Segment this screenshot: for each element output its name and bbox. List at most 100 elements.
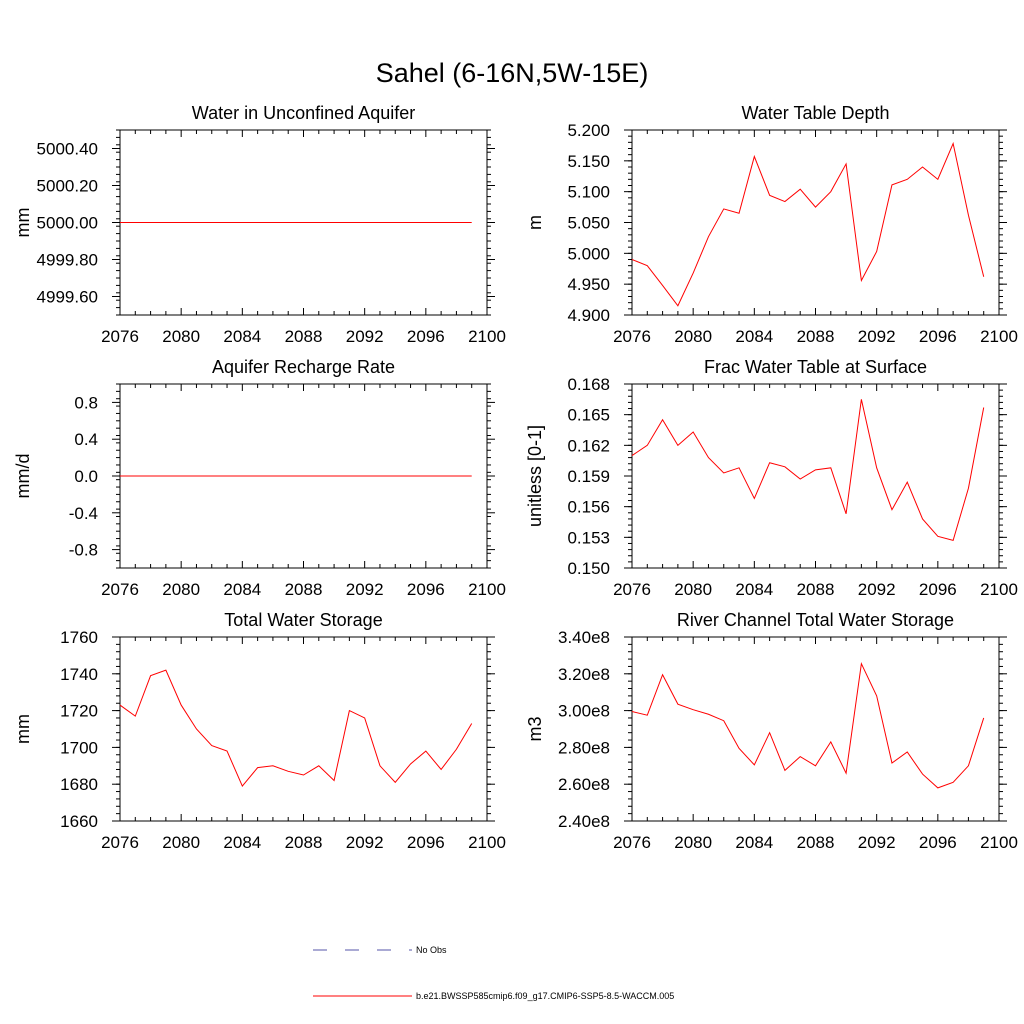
x-tick-label: 2096 <box>919 327 957 346</box>
x-tick-label: 2088 <box>797 580 835 599</box>
y-tick-label: 5.200 <box>567 121 610 140</box>
x-tick-label: 2076 <box>613 580 651 599</box>
panel-3: Aquifer Recharge Rate 2076 2080 2084 2088 209… <box>13 357 506 599</box>
panel-title: River Channel Total Water Storage <box>677 610 954 630</box>
y-tick-label: 1760 <box>60 628 98 647</box>
x-tick-label: 2096 <box>407 580 445 599</box>
y-tick-label: 1720 <box>60 702 98 721</box>
y-tick-label: 2.80e8 <box>558 738 610 757</box>
y-tick-label: 0.4 <box>74 430 98 449</box>
x-tick-label: 2096 <box>919 833 957 852</box>
x-tick-label: 2092 <box>346 327 384 346</box>
plot-frame <box>119 636 488 822</box>
x-tick-label: 2100 <box>980 580 1018 599</box>
y-axis-label: m <box>525 215 545 230</box>
y-tick-label: -0.4 <box>69 504 98 523</box>
y-tick-label: 3.00e8 <box>558 702 610 721</box>
plot-frame <box>631 383 1000 569</box>
x-tick-label: 2088 <box>797 833 835 852</box>
y-tick-label: 5.150 <box>567 152 610 171</box>
y-tick-label: 2.40e8 <box>558 812 610 831</box>
legend-label: b.e21.BWSSP585cmip6.f09_g17.CMIP6-SSP5-8… <box>416 991 674 1001</box>
x-tick-label: 2092 <box>346 833 384 852</box>
x-tick-label: 2076 <box>613 833 651 852</box>
y-tick-label: 4999.80 <box>37 251 98 270</box>
y-axis-label: mm <box>13 714 33 744</box>
x-tick-label: 2092 <box>858 327 896 346</box>
panel-title: Total Water Storage <box>224 610 382 630</box>
x-tick-label: 2076 <box>101 580 139 599</box>
x-tick-label: 2100 <box>980 327 1018 346</box>
figure-title: Sahel (6-16N,5W-15E) <box>376 58 649 88</box>
x-tick-label: 2096 <box>407 833 445 852</box>
panel-4: Frac Water Table at Surface 2076 2080 2084 2… <box>525 357 1018 599</box>
y-tick-label: 0.150 <box>567 559 610 578</box>
x-tick-label: 2084 <box>735 580 773 599</box>
series-line <box>119 669 473 787</box>
series-line <box>631 399 985 542</box>
panel-6: River Channel Total Water Storage 2076 208… <box>525 610 1018 852</box>
y-tick-label: 5.000 <box>567 244 610 263</box>
y-tick-label: 3.20e8 <box>558 665 610 684</box>
y-axis-label: unitless [0-1] <box>525 425 545 527</box>
y-tick-label: 5000.20 <box>37 177 98 196</box>
y-tick-label: -0.8 <box>69 541 98 560</box>
y-tick-label: 5.050 <box>567 214 610 233</box>
y-tick-label: 2.60e8 <box>558 775 610 794</box>
x-tick-label: 2084 <box>223 833 261 852</box>
x-tick-label: 2084 <box>735 327 773 346</box>
y-tick-label: 0.168 <box>567 375 610 394</box>
y-tick-label: 0.162 <box>567 436 610 455</box>
x-tick-label: 2080 <box>162 327 200 346</box>
x-tick-label: 2100 <box>468 580 506 599</box>
legend: No Obs b.e21.BWSSP585cmip6.f09_g17.CMIP6-… <box>313 945 674 1001</box>
y-tick-label: 0.156 <box>567 498 610 517</box>
series-line <box>631 141 985 307</box>
y-tick-label: 1660 <box>60 812 98 831</box>
x-tick-label: 2080 <box>674 833 712 852</box>
x-tick-label: 2088 <box>285 327 323 346</box>
x-tick-label: 2088 <box>285 833 323 852</box>
y-tick-label: 4999.60 <box>37 288 98 307</box>
y-tick-label: 5.100 <box>567 183 610 202</box>
series-line <box>631 661 985 789</box>
x-tick-label: 2096 <box>919 580 957 599</box>
x-tick-label: 2100 <box>468 833 506 852</box>
panel-title: Water Table Depth <box>741 103 889 123</box>
y-tick-label: 0.153 <box>567 528 610 547</box>
y-tick-label: 5000.00 <box>37 214 98 233</box>
y-tick-label: 4.900 <box>567 306 610 325</box>
panel-2: Water Table Depth 2076 2080 2084 2088 2092 209… <box>525 103 1018 346</box>
y-axis-label: mm <box>13 208 33 238</box>
panel-title: Frac Water Table at Surface <box>704 357 927 377</box>
x-tick-label: 2076 <box>101 327 139 346</box>
panel-5: Total Water Storage 2076 2080 2084 2088 2092 2… <box>13 610 506 852</box>
y-tick-label: 3.40e8 <box>558 628 610 647</box>
x-tick-label: 2100 <box>980 833 1018 852</box>
x-tick-label: 2088 <box>285 580 323 599</box>
panel-title: Aquifer Recharge Rate <box>212 357 395 377</box>
y-tick-label: 1700 <box>60 738 98 757</box>
x-tick-label: 2080 <box>162 833 200 852</box>
panels: Water in Unconfined Aquifer 2076 2080 2084 2… <box>13 103 1018 852</box>
x-tick-label: 2080 <box>674 580 712 599</box>
x-tick-label: 2076 <box>101 833 139 852</box>
x-tick-label: 2084 <box>735 833 773 852</box>
y-tick-label: 4.950 <box>567 275 610 294</box>
y-tick-label: 1740 <box>60 665 98 684</box>
legend-label: No Obs <box>416 945 447 955</box>
y-axis-label: m3 <box>525 716 545 741</box>
x-tick-label: 2100 <box>468 327 506 346</box>
y-tick-label: 1680 <box>60 775 98 794</box>
panel-title: Water in Unconfined Aquifer <box>192 103 415 123</box>
y-tick-label: 0.8 <box>74 393 98 412</box>
x-tick-label: 2076 <box>613 327 651 346</box>
y-tick-label: 0.0 <box>74 467 98 486</box>
plot-frame <box>631 636 1000 822</box>
x-tick-label: 2084 <box>223 327 261 346</box>
x-tick-label: 2080 <box>674 327 712 346</box>
panel-1: Water in Unconfined Aquifer 2076 2080 2084 2… <box>13 103 506 346</box>
x-tick-label: 2080 <box>162 580 200 599</box>
x-tick-label: 2088 <box>797 327 835 346</box>
